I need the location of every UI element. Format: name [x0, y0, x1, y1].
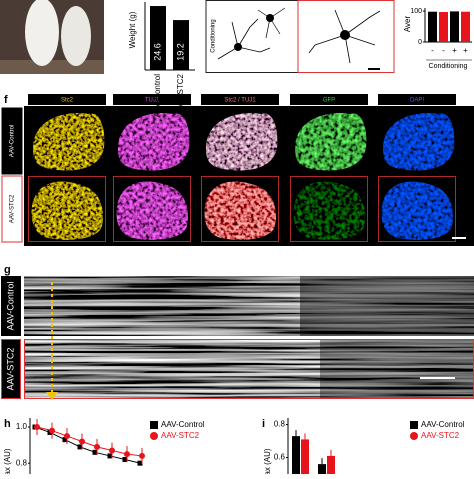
signal: [204, 181, 276, 240]
panel-letter: h: [4, 418, 11, 430]
point: [79, 438, 85, 445]
frame: [290, 176, 368, 242]
signal: [293, 181, 365, 240]
row-label: AAV-STC2: [10, 194, 16, 223]
point: [107, 453, 113, 459]
bar: [428, 11, 437, 42]
signal: [31, 181, 103, 240]
bar: [318, 464, 326, 474]
category-label: AAV-Control: [153, 74, 162, 118]
point: [124, 451, 130, 458]
frame: [28, 176, 106, 242]
frame: [378, 176, 456, 242]
column-header-box: [201, 94, 279, 105]
fluorescence-image: [378, 176, 456, 242]
bar: [327, 455, 335, 474]
y-tick-label: 1.0: [16, 422, 28, 431]
bar: [450, 11, 459, 42]
row-label-box: [1, 107, 23, 175]
legend-label: AAV-STC2: [421, 431, 460, 440]
sign-label: +: [452, 46, 457, 55]
column-header: GFP: [323, 98, 335, 104]
point: [122, 457, 128, 463]
y-tick-label: 100: [410, 8, 422, 15]
condition-label: Conditioning: [211, 19, 217, 52]
sign-label: -: [431, 46, 434, 55]
y-tick-label: 0.6: [274, 453, 286, 462]
legend-label: AAV-Control: [161, 420, 205, 429]
y-tick-label: 0.8: [16, 458, 28, 467]
mice-photo: [0, 0, 104, 74]
legend-marker: [410, 432, 418, 440]
legend-label: AAV-Control: [421, 420, 465, 429]
bar: [173, 20, 189, 70]
column-header-box: [378, 94, 456, 105]
point: [94, 443, 100, 450]
bar: [461, 11, 470, 42]
y-axis-label: Weight (g): [128, 11, 137, 48]
y-tick-label: 0: [418, 39, 422, 46]
fluorescence-image: [290, 176, 368, 242]
bar: [301, 439, 309, 474]
x-axis-label: Conditioning: [429, 63, 468, 70]
legend-marker: [150, 432, 158, 440]
column-header-box: [290, 94, 368, 105]
frame: [201, 176, 279, 242]
column-header-box: [113, 94, 191, 105]
point: [34, 424, 40, 431]
fluorescence-image: [201, 176, 279, 242]
value-label: 24.6: [152, 43, 162, 61]
sign-label: +: [463, 46, 468, 55]
fluorescence-image: [28, 176, 106, 242]
panel-g-images: [1, 276, 474, 400]
point: [64, 433, 70, 440]
y-axis-label: ax (AU): [263, 448, 272, 474]
row-label: AAV-Control: [10, 125, 16, 158]
fluorescence-image: [113, 176, 191, 242]
bar: [439, 12, 448, 43]
legend-marker: [150, 421, 158, 429]
column-header: DAPI: [410, 98, 424, 104]
sign-label: -: [442, 46, 445, 55]
point: [62, 437, 68, 443]
value-label: 19.2: [175, 43, 185, 61]
panel-letter: g: [4, 264, 11, 276]
point: [109, 447, 115, 454]
y-axis-label: ax (AU): [3, 448, 12, 474]
neuron-images: [205, 0, 395, 73]
frame: [113, 176, 191, 242]
row-label: AAV-Control: [5, 282, 15, 331]
y-tick-label: 0.8: [274, 420, 286, 429]
point: [139, 452, 145, 459]
column-header: TUJ1: [145, 98, 160, 104]
category-label: AAV-STC2: [176, 73, 185, 112]
bar: [292, 436, 300, 474]
signal: [116, 181, 188, 240]
row-label: AAV-STC2: [5, 348, 15, 391]
point: [92, 449, 98, 455]
panel-letter: f: [4, 94, 8, 106]
point: [137, 460, 143, 466]
legend-marker: [410, 421, 418, 429]
point: [77, 444, 83, 450]
y-axis-label: Aver: [403, 16, 412, 33]
panel-letter: i: [262, 418, 265, 430]
row-label-box: [1, 175, 23, 243]
column-header: Stc2: [61, 98, 74, 104]
point: [49, 427, 55, 434]
legend-label: AAV-STC2: [161, 431, 200, 440]
column-header-box: [28, 94, 106, 105]
bar: [150, 6, 166, 70]
column-header: Stc2 / TUJ1: [224, 98, 256, 104]
panel-f-images: Stc2 TUJ1 Stc2 / TUJ1 GFP DAPI AAV-Control AAV…: [1, 94, 474, 246]
signal: [381, 181, 453, 240]
